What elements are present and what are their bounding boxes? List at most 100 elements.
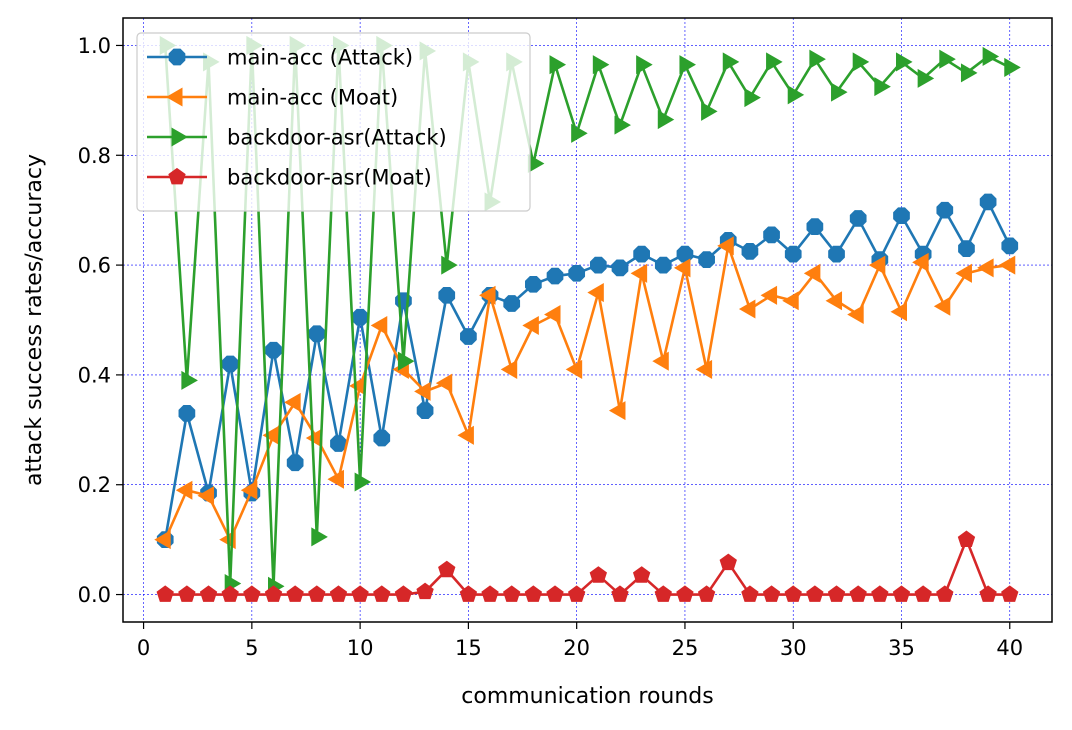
x-axis-label: communication rounds [461,684,713,709]
data-point [849,210,867,227]
data-point [329,585,348,602]
legend-item: main-acc (Moat) [147,86,398,110]
x-tick-label: 25 [672,636,699,660]
y-tick-label: 0.8 [78,144,111,168]
data-point [744,88,761,108]
data-point [524,585,543,602]
legend-item: backdoor-asr(Moat) [147,166,432,190]
data-point [156,585,174,602]
data-point [784,245,802,263]
data-point [611,259,629,277]
data-point [351,308,369,326]
data-point [178,404,196,422]
data-point [698,251,715,268]
data-point [568,264,586,282]
data-point [414,381,431,401]
data-point [979,193,997,211]
data-point [522,315,539,336]
data-point [803,263,821,283]
data-point [871,585,889,602]
data-point [327,469,344,489]
x-tick-label: 40 [996,636,1023,660]
data-point [760,285,778,305]
data-point [286,585,304,602]
data-point [459,585,478,602]
data-point [936,585,954,602]
data-point [652,351,669,371]
data-point [1001,585,1019,602]
x-tick-label: 20 [563,636,590,660]
data-point [982,46,1000,66]
data-point [738,299,756,319]
data-point [657,110,675,130]
data-point [221,585,239,602]
legend-label: main-acc (Moat) [227,86,398,110]
data-point [481,585,499,602]
y-axis: 0.0 0.2 0.4 0.6 0.8 1.0 [78,34,123,607]
data-point [544,304,561,325]
series-line [163,200,1011,540]
legend-marker [168,167,186,185]
data-point [197,486,215,506]
data-point [221,355,239,373]
axes-frame [122,17,1053,623]
data-point [896,52,913,72]
legend-label: main-acc (Attack) [227,46,413,70]
legend-marker [165,87,183,107]
series-2 [159,35,1021,596]
x-tick-label: 10 [347,636,374,660]
data-point [782,291,799,311]
data-point [806,585,824,602]
y-tick-label: 1.0 [78,34,111,58]
legend-marker [171,127,189,147]
data-point [438,286,456,304]
data-point [370,315,388,336]
data-point [503,295,521,312]
data-point [977,258,994,278]
data-point [611,585,629,602]
data-point [847,304,864,325]
data-point [868,255,886,275]
legend-marker [168,48,186,66]
data-point [308,585,326,602]
x-tick-label: 15 [455,636,482,660]
data-point [587,283,604,303]
data-point [933,296,951,316]
data-point [955,263,972,283]
series-line [163,44,1011,588]
data-point [592,55,610,75]
data-point [722,52,740,72]
legend: main-acc (Attack) main-acc (Moat) backdoor… [136,32,531,212]
data-point [784,585,802,602]
data-point [741,243,759,260]
data-point [741,585,759,602]
data-point [1004,57,1021,77]
data-point [892,585,911,602]
data-point [479,285,496,305]
data-point [633,245,650,263]
data-point [632,566,651,583]
data-point [503,585,521,602]
series-3 [156,530,1019,602]
y-tick-label: 0.4 [78,363,111,387]
data-point [630,263,648,283]
data-point [831,82,848,102]
data-point [373,585,391,602]
data-point [394,585,413,602]
data-point [311,527,328,547]
data-point [240,480,258,500]
data-point [354,472,372,492]
data-point [960,63,978,83]
data-point [351,585,369,602]
data-point [958,240,975,257]
data-point [701,101,718,121]
data-point [416,402,434,419]
data-point [917,68,935,88]
data-point [957,530,976,548]
series-line [164,244,1010,541]
data-point [636,55,653,75]
data-point [766,52,783,72]
data-point [500,359,518,379]
data-point [809,49,826,69]
data-point [890,302,907,322]
